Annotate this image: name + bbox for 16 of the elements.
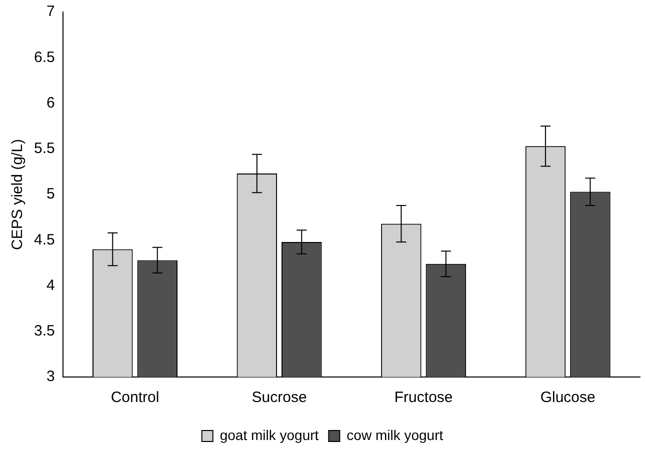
y-tick-label: 6.5 [34,48,55,66]
y-axis-title: CEPS yield (g/L) [9,139,26,250]
x-tick-label: Sucrose [252,389,307,406]
y-tick-label: 3 [46,368,55,386]
legend-label: goat milk yogurt [220,426,319,443]
y-tick-label: 6 [46,94,55,112]
x-tick-label: Glucose [540,389,596,406]
y-tick-label: 4.5 [34,231,55,248]
x-tick-label: Control [110,389,160,406]
x-tick-label: Fructose [394,389,453,406]
y-tick-label: 5 [46,186,55,203]
y-tick-label: 4 [46,276,55,294]
y-tick-label: 3.5 [34,322,55,340]
legend-label: cow milk yogurt [346,426,444,443]
y-tick-label: 5.5 [34,140,55,158]
y-tick-label: 7 [46,3,55,20]
